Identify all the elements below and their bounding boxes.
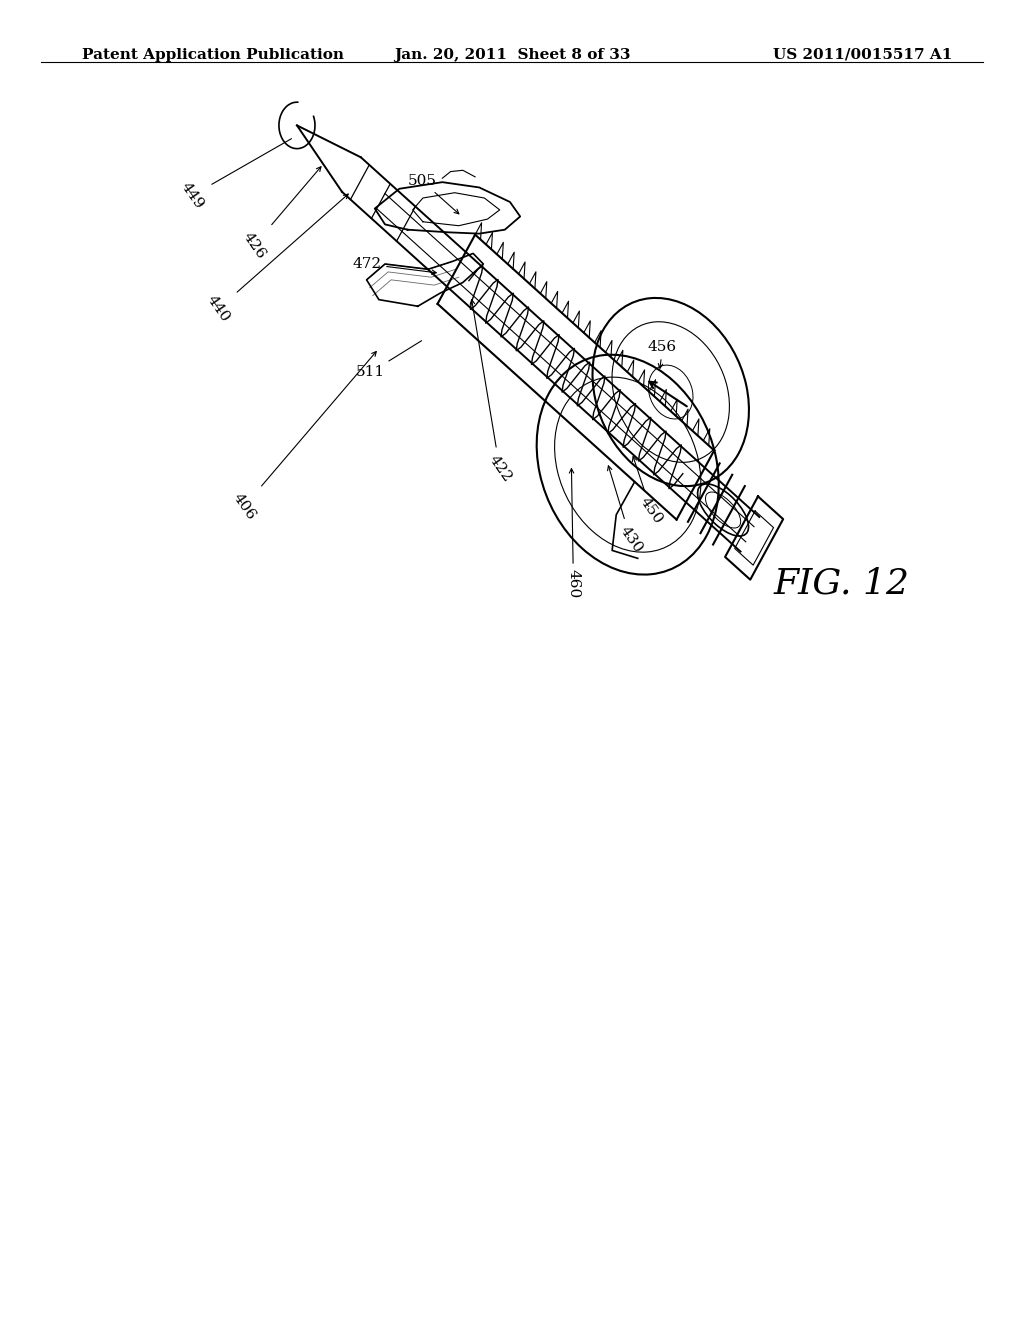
Text: 460: 460 — [566, 469, 581, 598]
Text: 440: 440 — [204, 194, 348, 325]
Text: 472: 472 — [352, 257, 436, 275]
Text: 511: 511 — [356, 341, 422, 379]
Text: FIG. 12: FIG. 12 — [773, 566, 909, 601]
Text: 456: 456 — [648, 341, 677, 368]
Text: Jan. 20, 2011  Sheet 8 of 33: Jan. 20, 2011 Sheet 8 of 33 — [394, 48, 630, 62]
Text: 449: 449 — [178, 139, 292, 211]
Text: Patent Application Publication: Patent Application Publication — [82, 48, 344, 62]
Text: 505: 505 — [408, 174, 459, 214]
Text: US 2011/0015517 A1: US 2011/0015517 A1 — [773, 48, 952, 62]
Text: 426: 426 — [240, 166, 321, 261]
Text: 406: 406 — [229, 351, 376, 523]
Text: 450: 450 — [633, 457, 666, 527]
Text: 422: 422 — [470, 300, 514, 484]
Text: 430: 430 — [607, 466, 645, 556]
